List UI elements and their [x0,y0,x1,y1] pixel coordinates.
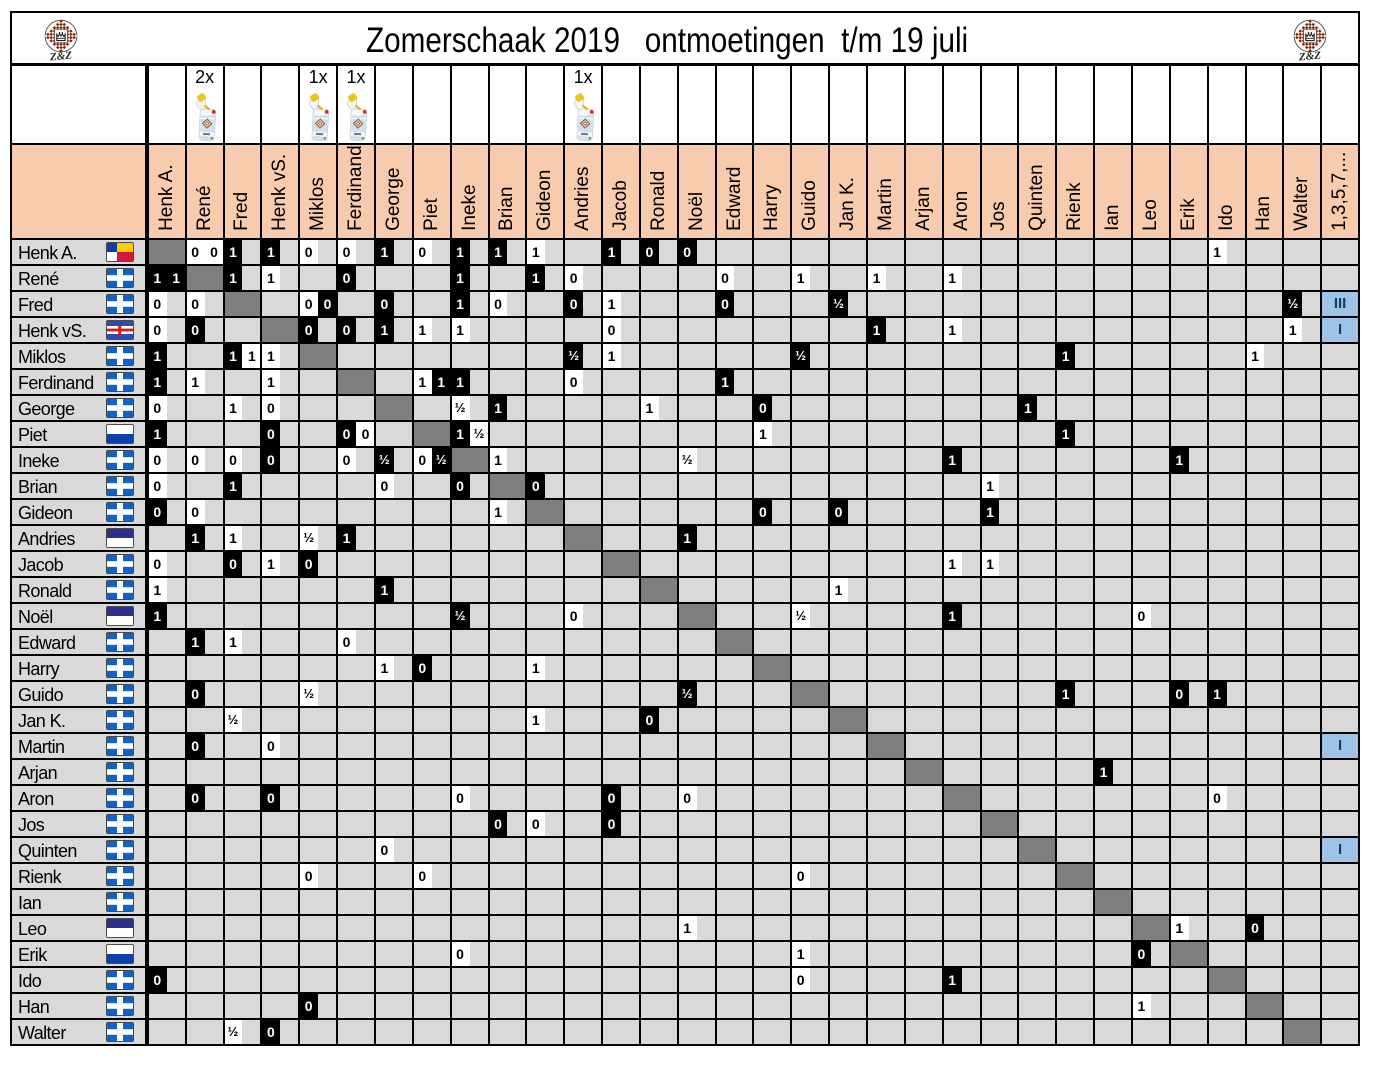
svg-text:Z&Z: Z&Z [48,50,72,63]
svg-text:Z&Z: Z&Z [1297,50,1321,63]
